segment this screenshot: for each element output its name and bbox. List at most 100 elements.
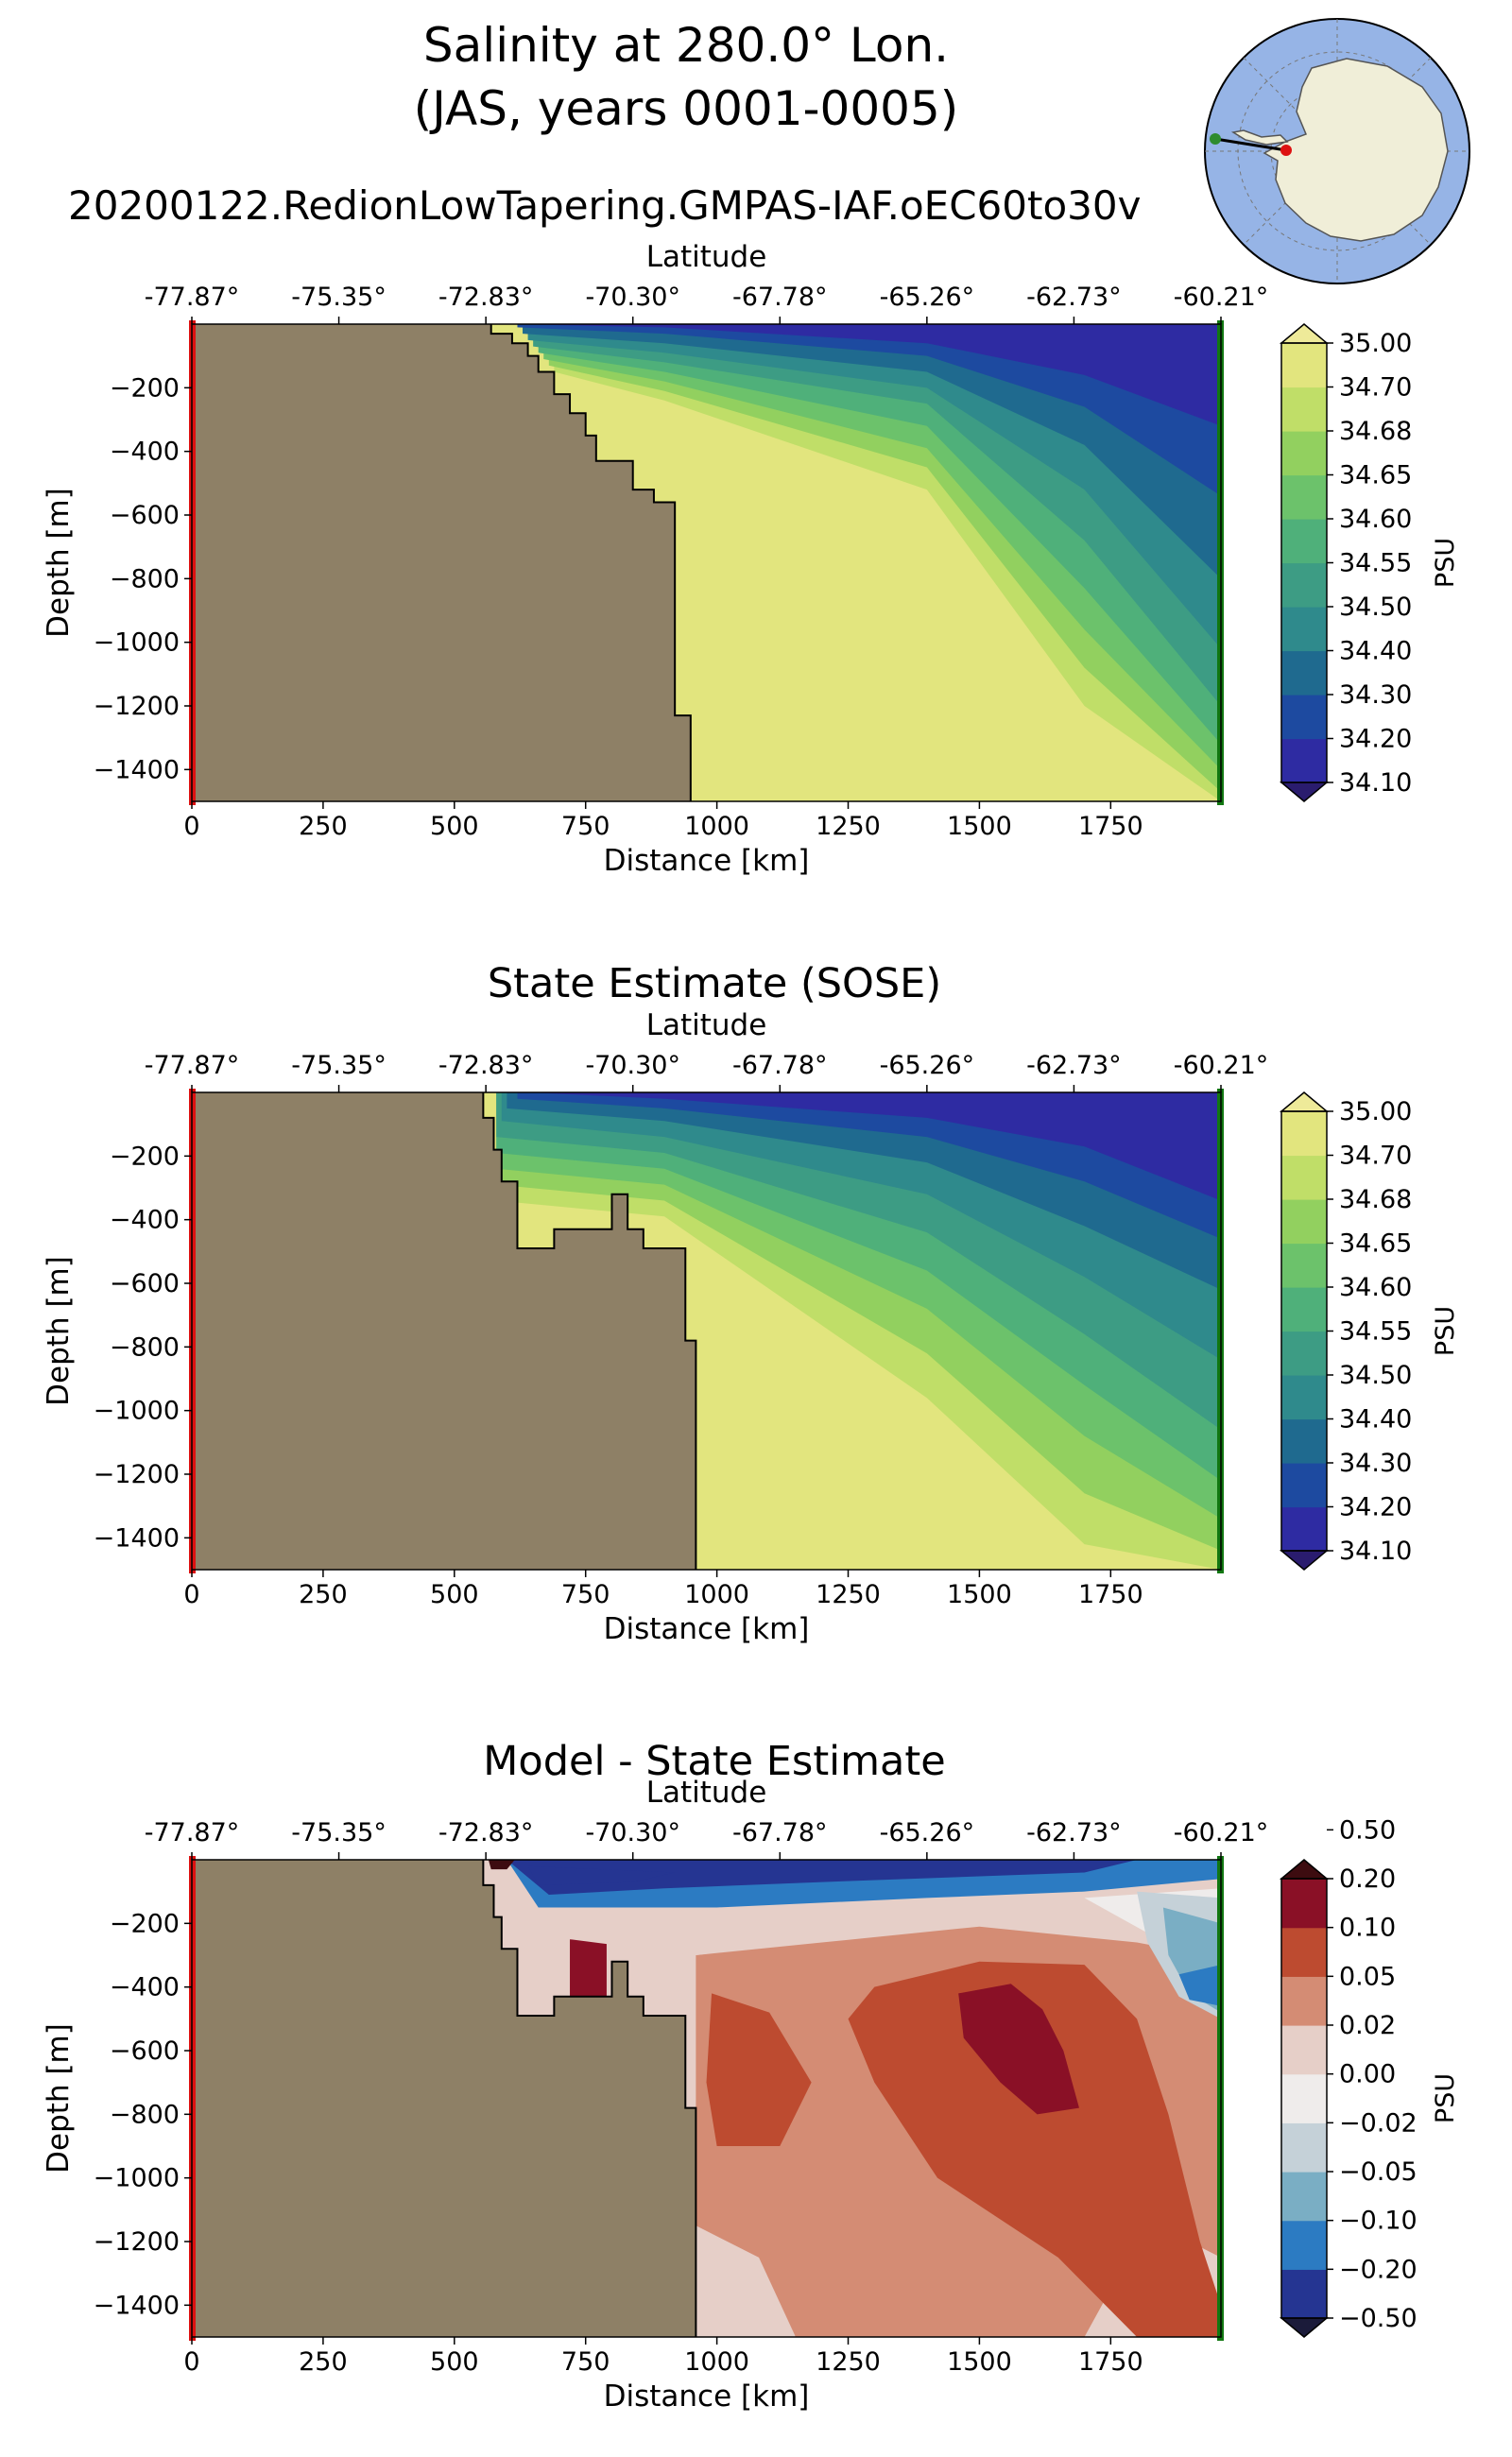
diff-colorbar-segment bbox=[1281, 1976, 1327, 2026]
inset-end-marker bbox=[1280, 145, 1292, 156]
model-colorbar-segment bbox=[1281, 650, 1327, 696]
sose-lat-tick-label: -70.30° bbox=[585, 1051, 680, 1080]
model-ytick-label: −1200 bbox=[94, 692, 180, 721]
model-xtick-label: 1000 bbox=[684, 812, 749, 841]
sose-lat-tick-label: -67.78° bbox=[732, 1051, 828, 1080]
diff-region-15 bbox=[488, 1860, 515, 1870]
sose-ytick-label: −200 bbox=[110, 1142, 180, 1171]
model-colorbar-segment bbox=[1281, 519, 1327, 564]
model-lat-tick-label: -75.35° bbox=[291, 283, 387, 312]
sose-xtick-label: 750 bbox=[561, 1580, 610, 1609]
model-xtick-label: 1750 bbox=[1078, 812, 1143, 841]
sose-field bbox=[192, 1092, 1221, 1570]
model-lat-tick-label: -65.26° bbox=[880, 283, 975, 312]
model-xtick-label: 250 bbox=[299, 812, 348, 841]
model-xtick-label: 750 bbox=[561, 812, 610, 841]
diff-xtick-label: 0 bbox=[183, 2347, 199, 2377]
main-title-line2: (JAS, years 0001-0005) bbox=[414, 81, 959, 136]
model-colorbar-tick-label: 34.60 bbox=[1339, 505, 1412, 534]
inset-start-marker bbox=[1210, 133, 1221, 145]
diff-region-6 bbox=[570, 1939, 607, 1997]
model-colorbar-segment bbox=[1281, 474, 1327, 520]
diff-lat-tick-label: -62.73° bbox=[1026, 1818, 1122, 1847]
model-ytick-label: −400 bbox=[110, 438, 180, 467]
diff-colorbar-frame bbox=[1280, 1878, 1328, 2319]
model-lat-tick-label: -72.83° bbox=[438, 283, 534, 312]
diff-colorbar-tick-label: −0.05 bbox=[1339, 2157, 1418, 2187]
model-ytick-label: −1000 bbox=[94, 628, 180, 658]
diff-region-13 bbox=[507, 1860, 1138, 1896]
diff-colorbar: −0.50 −0.20 −0.10 −0.05 −0.02 0.00 0.02 0.05 0.1… bbox=[1279, 1815, 1460, 2338]
sose-colorbar-tick-label: 34.20 bbox=[1339, 1493, 1412, 1522]
sose-lat-tick-label: -62.73° bbox=[1026, 1051, 1122, 1080]
antarctica-land bbox=[1263, 58, 1449, 242]
sose-colorbar-tick-label: 34.55 bbox=[1339, 1317, 1412, 1347]
diff-lat-tick-label: -77.87° bbox=[145, 1818, 240, 1847]
model-xlabel: Distance [km] bbox=[604, 844, 810, 878]
sose-band-34.10 bbox=[527, 1092, 1221, 1201]
sose-lat-tick-label: -77.87° bbox=[145, 1051, 240, 1080]
model-colorbar-segment bbox=[1281, 431, 1327, 476]
sose-colorbar-tick-label: 34.65 bbox=[1339, 1229, 1412, 1259]
diff-region-5 bbox=[958, 1984, 1079, 2115]
diff-colorbar-tick-label: 0.50 bbox=[1339, 1815, 1396, 1845]
diff-ytick-label: −800 bbox=[110, 2100, 180, 2129]
model-colorbar-tick-label: 34.30 bbox=[1339, 680, 1412, 710]
sose-ytick-label: −800 bbox=[110, 1332, 180, 1362]
model-colorbar-tick-label: 34.55 bbox=[1339, 549, 1412, 578]
sose-panel: 0 250 500 750 1000 1250 1500 1750 Distance [km] -… bbox=[42, 1008, 1460, 1646]
model-top-axis-label: Latitude bbox=[646, 240, 767, 274]
sose-land bbox=[192, 1092, 696, 1570]
sose-colorbar-segment bbox=[1281, 1375, 1327, 1420]
model-ytick-label: −800 bbox=[110, 564, 180, 593]
model-seafloor-line bbox=[490, 324, 692, 801]
diff-colorbar-tick-label: 0.05 bbox=[1339, 1962, 1396, 1991]
diff-colorbar-segment bbox=[1281, 2073, 1327, 2123]
diff-xtick-label: 250 bbox=[299, 2347, 348, 2377]
diff-lat-tick-label: -65.26° bbox=[880, 1818, 975, 1847]
model-colorbar-tick-label: 34.20 bbox=[1339, 725, 1412, 754]
inset-section-line bbox=[1214, 137, 1287, 152]
model-colorbar-tick-label: 34.68 bbox=[1339, 417, 1412, 446]
sose-colorbar-segment bbox=[1281, 1155, 1327, 1200]
diff-colorbar-tick-label: 0.02 bbox=[1339, 2011, 1396, 2040]
diff-colorbar-segment bbox=[1281, 2122, 1327, 2173]
sose-colorbar-under-arrow bbox=[1279, 1550, 1330, 1571]
diff-top-axis-label: Latitude bbox=[646, 1776, 767, 1810]
model-colorbar-tick-label: 34.40 bbox=[1339, 637, 1412, 666]
sose-xtick-label: 1500 bbox=[947, 1580, 1012, 1609]
sose-xtick-label: 1750 bbox=[1078, 1580, 1143, 1609]
sose-lat-tick-label: -75.35° bbox=[291, 1051, 387, 1080]
model-colorbar-over-arrow bbox=[1279, 323, 1330, 344]
diff-xtick-label: 1500 bbox=[947, 2347, 1012, 2377]
diff-lat-tick-label: -60.21° bbox=[1174, 1818, 1269, 1847]
model-xtick-label: 0 bbox=[183, 812, 199, 841]
model-lat-tick-label: -70.30° bbox=[585, 283, 680, 312]
run-name: 20200122.RedionLowTapering.GMPAS-IAF.oEC… bbox=[68, 182, 1141, 229]
model-ytick-label: −1400 bbox=[94, 755, 180, 784]
sose-ytick-label: −600 bbox=[110, 1269, 180, 1298]
sose-xtick-label: 500 bbox=[430, 1580, 479, 1609]
diff-ytick-label: −200 bbox=[110, 1909, 180, 1938]
diff-region-11 bbox=[1178, 1965, 1221, 2006]
model-colorbar-segment bbox=[1281, 343, 1327, 388]
diff-region-14 bbox=[527, 1865, 676, 1885]
sose-ytick-label: −1000 bbox=[94, 1397, 180, 1426]
diff-lat-tick-label: -67.78° bbox=[732, 1818, 828, 1847]
diff-ytick-label: −1200 bbox=[94, 2227, 180, 2257]
sose-colorbar-segment bbox=[1281, 1111, 1327, 1157]
model-xtick-label: 500 bbox=[430, 812, 479, 841]
model-colorbar-label: PSU bbox=[1431, 538, 1460, 588]
model-xtick-label: 1250 bbox=[816, 812, 881, 841]
sose-ylabel: Depth [m] bbox=[42, 1256, 76, 1406]
model-colorbar-tick-label: 35.00 bbox=[1339, 329, 1412, 358]
sose-lat-tick-label: -72.83° bbox=[438, 1051, 534, 1080]
sose-colorbar-label: PSU bbox=[1431, 1306, 1460, 1356]
sose-lat-tick-label: -60.21° bbox=[1174, 1051, 1269, 1080]
sose-lat-tick-label: -65.26° bbox=[880, 1051, 975, 1080]
diff-colorbar-tick-label: −0.02 bbox=[1339, 2108, 1418, 2138]
diff-colorbar-segment bbox=[1281, 1927, 1327, 1977]
diff-ytick-label: −400 bbox=[110, 1973, 180, 2002]
sose-colorbar-tick-label: 34.70 bbox=[1339, 1142, 1412, 1171]
